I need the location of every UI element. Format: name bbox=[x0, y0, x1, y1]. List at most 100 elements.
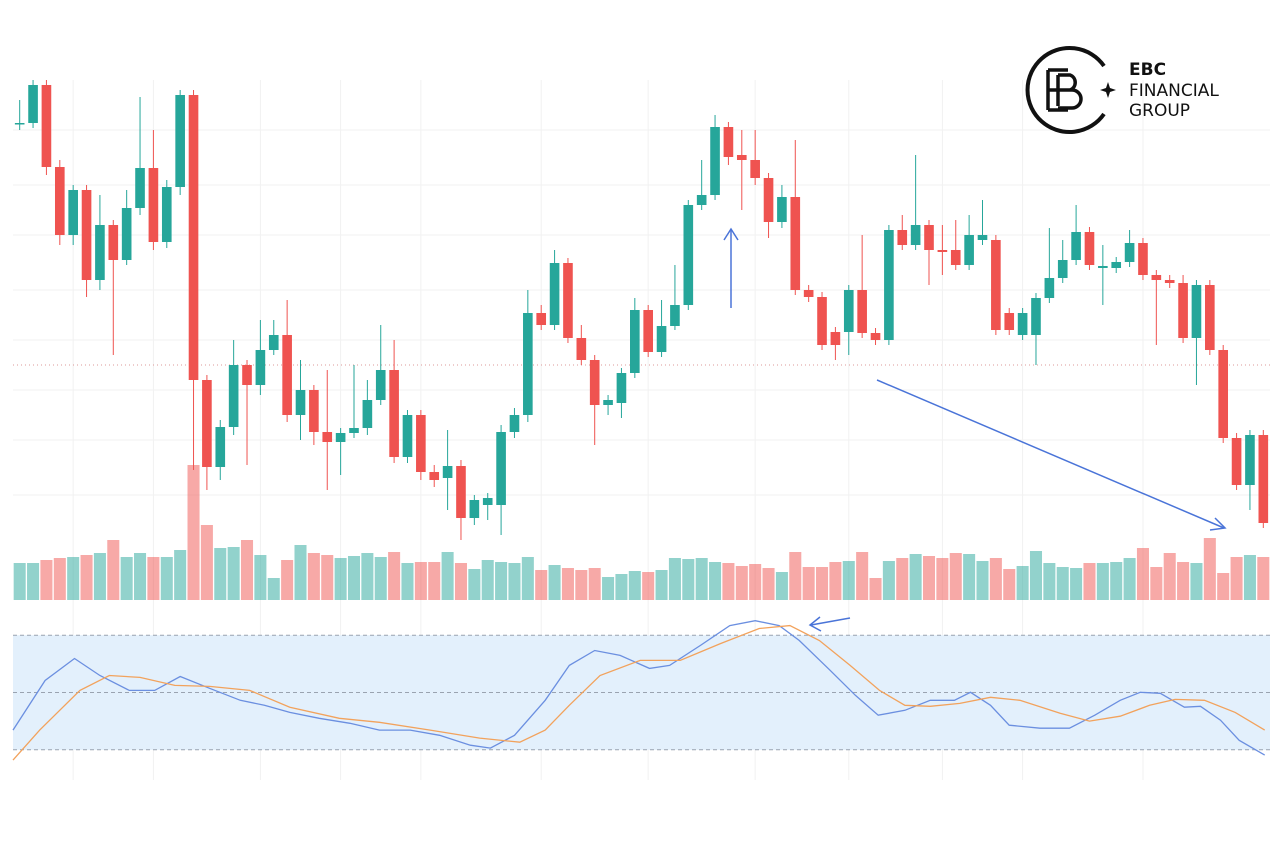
candle-body bbox=[843, 290, 854, 332]
candle-body bbox=[1124, 243, 1135, 262]
candle-body bbox=[1098, 266, 1108, 268]
logo-line: FINANCIAL bbox=[1129, 81, 1219, 101]
candle-body bbox=[175, 95, 185, 187]
volume-bar bbox=[588, 568, 601, 600]
candle-body bbox=[215, 427, 226, 467]
volume-bar bbox=[561, 568, 574, 600]
volume-bar bbox=[628, 571, 641, 600]
volume-bar bbox=[13, 563, 26, 600]
candle-body bbox=[656, 326, 667, 352]
candle-body bbox=[1111, 262, 1122, 268]
volume-bar bbox=[1230, 557, 1243, 600]
volume-bar bbox=[93, 553, 106, 600]
volume-bar bbox=[120, 557, 133, 600]
arrow-head bbox=[723, 227, 739, 241]
candle-body bbox=[750, 160, 760, 178]
candle-body bbox=[509, 415, 520, 432]
volume-bar bbox=[80, 555, 93, 600]
candle-body bbox=[228, 365, 239, 427]
volume-bar bbox=[575, 570, 588, 600]
candle-body bbox=[616, 373, 627, 403]
candle-body bbox=[803, 290, 814, 297]
grid bbox=[13, 80, 1270, 780]
candle-body bbox=[1245, 435, 1255, 485]
annotations bbox=[723, 227, 1227, 632]
volume-bar bbox=[548, 565, 561, 600]
candle-body bbox=[416, 415, 426, 472]
volume-bar bbox=[1163, 553, 1176, 600]
logo: EBC FINANCIAL GROUP bbox=[1025, 46, 1219, 134]
candle-body bbox=[496, 432, 506, 505]
volume-bar bbox=[267, 578, 280, 600]
candle-body bbox=[937, 250, 948, 252]
volume-bar bbox=[882, 561, 895, 600]
candle-body bbox=[161, 187, 172, 242]
volume-bar bbox=[909, 554, 922, 600]
price-pane bbox=[13, 80, 1270, 540]
volume-bar bbox=[294, 545, 307, 600]
volume-bar bbox=[922, 556, 936, 600]
candle-body bbox=[442, 466, 453, 478]
candle-body bbox=[402, 415, 413, 457]
candle-body bbox=[1164, 280, 1175, 283]
candle-body bbox=[41, 85, 52, 167]
candle-body bbox=[1138, 243, 1148, 275]
volume-bar bbox=[347, 556, 361, 600]
volume-bar bbox=[508, 563, 521, 600]
volume-bar bbox=[1096, 563, 1109, 600]
candle-body bbox=[523, 313, 533, 415]
volume-bar bbox=[334, 558, 347, 600]
candle-body bbox=[242, 365, 252, 385]
volume-bar bbox=[240, 540, 254, 600]
volume-bar bbox=[896, 558, 909, 600]
candle-body bbox=[1231, 438, 1242, 485]
candle-body bbox=[576, 338, 587, 360]
volume-bar bbox=[147, 557, 160, 600]
volume-bar bbox=[682, 559, 695, 600]
candle-body bbox=[68, 190, 78, 235]
candle-body bbox=[710, 127, 720, 195]
candle-body bbox=[429, 472, 440, 480]
volume-bar bbox=[762, 568, 775, 600]
volume-bar bbox=[1070, 568, 1083, 600]
candle-body bbox=[603, 400, 613, 405]
volume-bar bbox=[414, 562, 427, 600]
candle-body bbox=[950, 250, 961, 265]
volume-bar bbox=[174, 550, 187, 600]
candle-body bbox=[589, 360, 600, 405]
candle-body bbox=[335, 433, 346, 442]
candle-body bbox=[28, 85, 38, 123]
volume-bar bbox=[468, 569, 481, 600]
candle-body bbox=[309, 390, 319, 432]
logo-line: GROUP bbox=[1129, 101, 1190, 121]
volume-bar bbox=[989, 558, 1002, 600]
oscillator-line bbox=[12, 624, 1266, 761]
volume-bar bbox=[441, 552, 454, 600]
volume-bar bbox=[1217, 573, 1230, 600]
volume-bar bbox=[1043, 563, 1056, 600]
volume-bar bbox=[454, 563, 467, 600]
volume-bar bbox=[187, 465, 200, 600]
candle-body bbox=[670, 305, 680, 326]
volume-bar bbox=[842, 561, 855, 600]
volume-bar bbox=[321, 555, 334, 600]
volume-bar bbox=[1110, 562, 1123, 600]
volume-bar bbox=[361, 553, 374, 600]
volume-bar bbox=[615, 574, 628, 600]
volume-bar bbox=[602, 577, 615, 600]
candle-body bbox=[991, 240, 1001, 330]
candle-body bbox=[1205, 285, 1215, 350]
volume-bar bbox=[695, 558, 708, 600]
logo-star bbox=[1100, 82, 1116, 98]
volume-bar bbox=[1016, 566, 1029, 600]
candle-body bbox=[282, 335, 292, 415]
candle-body bbox=[536, 313, 547, 325]
candle-body bbox=[375, 370, 386, 400]
volume-bar bbox=[254, 555, 267, 600]
volume-bar bbox=[1257, 557, 1270, 600]
volume-bar bbox=[134, 553, 147, 600]
arrow-head bbox=[1209, 517, 1227, 531]
candle-body bbox=[643, 310, 654, 352]
volume-bar bbox=[1083, 563, 1096, 600]
candle-body bbox=[884, 230, 894, 340]
